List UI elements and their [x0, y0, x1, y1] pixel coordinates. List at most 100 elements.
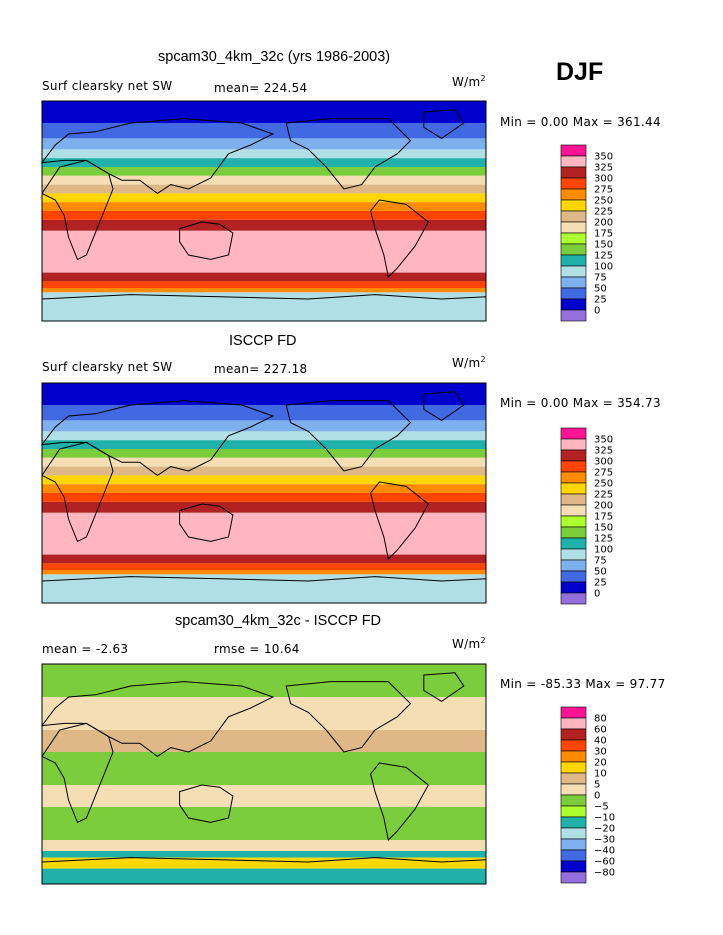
colorbar-tick-label: 50 — [594, 567, 607, 578]
map-band — [42, 281, 486, 288]
map-band — [42, 484, 486, 493]
colorbar-tick-label: 0 — [594, 791, 600, 802]
colorbar-tick-label: 250 — [594, 479, 613, 490]
map-band — [42, 457, 486, 467]
map-band — [42, 449, 486, 458]
panel-3-title: spcam30_4km_32c - ISCCP FD — [175, 613, 382, 629]
coastline — [285, 400, 412, 472]
panel-1-title: spcam30_4km_32c (yrs 1986-2003) — [158, 49, 391, 65]
map-band — [42, 272, 486, 282]
map-band — [42, 420, 486, 432]
colorbar-swatch — [560, 504, 587, 517]
colorbar-swatch — [560, 188, 587, 201]
map-band — [42, 868, 486, 884]
colorbar-swatch — [560, 221, 587, 234]
map-band — [42, 475, 486, 485]
coastline — [423, 391, 465, 421]
colorbar-swatch — [560, 449, 587, 462]
colorbar-swatch — [560, 298, 587, 311]
coastline — [179, 503, 234, 542]
coastline — [423, 109, 465, 139]
colorbar-swatch — [560, 849, 587, 862]
colorbar-swatch — [560, 438, 587, 451]
panel-2-title: ISCCP FD — [229, 333, 297, 349]
colorbar-tick-label: 75 — [594, 273, 607, 284]
colorbar-tick-label: 150 — [594, 523, 613, 534]
colorbar-swatch — [560, 460, 587, 473]
colorbar-tick-label: −10 — [594, 813, 615, 824]
colorbar-tick-label: 80 — [594, 714, 607, 725]
colorbar-swatch — [560, 548, 587, 561]
colorbar-tick-label: 60 — [594, 725, 607, 736]
map-band — [42, 466, 486, 476]
map-band — [42, 752, 486, 785]
map-band — [42, 574, 486, 603]
season-label: DJF — [556, 58, 604, 86]
colorbar-swatch — [560, 155, 587, 168]
colorbar-swatch — [560, 860, 587, 873]
colorbar-tick-label: 0 — [594, 589, 600, 600]
colorbar-swatch — [560, 526, 587, 539]
colorbar-swatch — [560, 515, 587, 528]
colorbar-swatch — [560, 592, 587, 605]
panel-1-field-label: Surf clearsky net SW — [42, 79, 173, 93]
colorbar-tick-label: −80 — [594, 868, 615, 879]
map-band — [42, 230, 486, 273]
map-frame — [41, 100, 487, 322]
colorbar-swatch — [560, 717, 587, 730]
colorbar-tick-label: −40 — [594, 846, 615, 857]
colorbar-swatch — [560, 537, 587, 550]
colorbar-tick-label: 50 — [594, 284, 607, 295]
map-band — [42, 167, 486, 176]
colorbar-tick-label: 225 — [594, 207, 613, 218]
colorbar-swatch — [560, 772, 587, 785]
map-frame — [41, 382, 487, 604]
panel-1-mean: mean= 224.54 — [214, 81, 308, 95]
colorbar-tick-label: 125 — [594, 534, 613, 545]
coastline — [285, 681, 412, 753]
colorbar-tick-label: 225 — [594, 490, 613, 501]
colorbar-tick-label: 25 — [594, 295, 607, 306]
colorbar-swatch — [560, 210, 587, 223]
colorbar-swatch — [560, 309, 587, 322]
map-band — [42, 101, 486, 123]
panel-3-mean: mean = -2.63 — [42, 642, 129, 656]
colorbar-tick-label: 300 — [594, 457, 613, 468]
map-band — [42, 851, 486, 858]
colorbar-tick-label: −20 — [594, 824, 615, 835]
colorbar-swatch — [560, 276, 587, 289]
colorbar-swatch — [560, 482, 587, 495]
colorbar-swatch — [560, 144, 587, 157]
colorbar-swatch — [560, 581, 587, 594]
colorbar-tick-label: 350 — [594, 435, 613, 446]
colorbar-tick-label: 100 — [594, 262, 613, 273]
map-band — [42, 184, 486, 194]
coastline — [40, 118, 275, 195]
colorbar-swatch — [560, 570, 587, 583]
panel-1-minmax: Min = 0.00 Max = 361.44 — [500, 115, 661, 129]
colorbar-swatch — [560, 559, 587, 572]
colorbar-tick-label: 40 — [594, 736, 607, 747]
map-band — [42, 840, 486, 851]
colorbar-swatch — [560, 265, 587, 278]
colorbar-tick-label: 30 — [594, 747, 607, 758]
map-panel-1 — [40, 100, 487, 322]
map-band — [42, 202, 486, 211]
colorbar-swatch — [560, 254, 587, 267]
colorbar-tick-label: 125 — [594, 251, 613, 262]
map-panel-2 — [40, 382, 487, 604]
colorbar-tick-label: 10 — [594, 769, 607, 780]
colorbar-swatch — [560, 750, 587, 763]
map-band — [42, 138, 486, 150]
map-band — [42, 807, 486, 840]
colorbar-tick-label: 275 — [594, 468, 613, 479]
colorbar-tick-label: 20 — [594, 758, 607, 769]
colorbar-tick-label: 250 — [594, 196, 613, 207]
map-band — [42, 211, 486, 220]
colorbar-tick-label: 0 — [594, 306, 600, 317]
map-band — [42, 292, 486, 321]
coastline — [179, 221, 234, 260]
map-band — [42, 431, 486, 441]
colorbar-swatch — [560, 838, 587, 851]
